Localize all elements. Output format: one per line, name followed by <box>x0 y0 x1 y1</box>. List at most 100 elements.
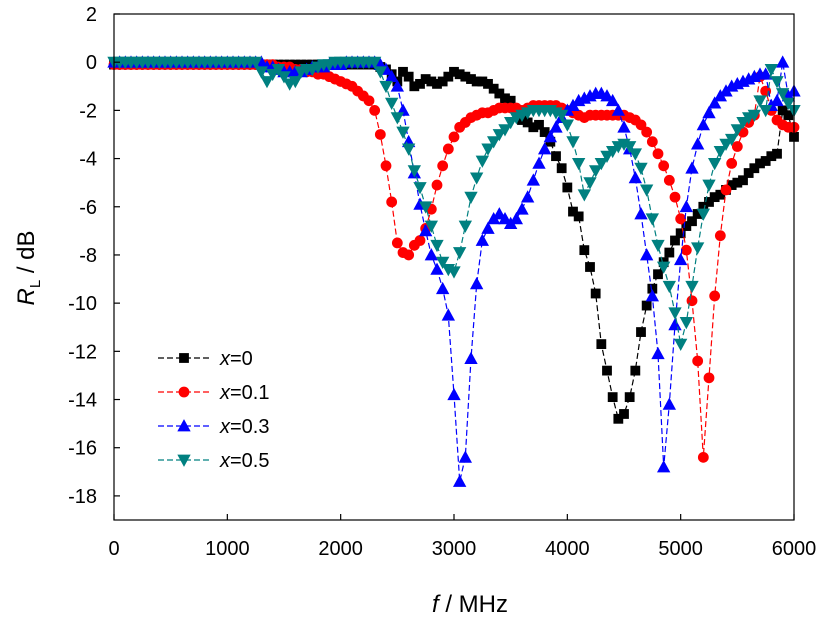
data-point <box>498 211 512 225</box>
data-point <box>664 247 675 258</box>
data-point <box>600 89 614 102</box>
data-point <box>641 126 653 138</box>
data-point <box>515 202 529 215</box>
data-point <box>758 104 773 118</box>
x-axis-label: f / MHz <box>432 591 508 618</box>
data-point <box>758 67 773 80</box>
data-point <box>447 387 461 401</box>
legend-marker <box>179 353 189 363</box>
data-point <box>431 179 443 191</box>
data-point <box>720 184 732 196</box>
data-point <box>634 207 648 220</box>
data-point <box>374 129 386 140</box>
data-point <box>503 117 518 130</box>
data-point <box>441 308 456 321</box>
data-point <box>401 143 416 156</box>
data-point <box>288 76 303 89</box>
data-point <box>639 184 654 197</box>
x-tick-label: 3000 <box>432 538 477 560</box>
legend-label-variable: x <box>219 450 231 472</box>
data-point <box>702 179 716 192</box>
data-point <box>414 235 426 246</box>
data-point <box>685 280 699 294</box>
y-tick-label: -4 <box>79 149 97 171</box>
data-point <box>407 165 422 178</box>
legend-marker <box>177 419 191 432</box>
y-tick-label: -16 <box>68 438 97 460</box>
y-tick-label: 2 <box>86 4 97 26</box>
data-point <box>254 66 269 79</box>
data-point <box>554 109 569 123</box>
data-point <box>636 327 646 337</box>
legend-entry: x=0.5 <box>158 450 269 472</box>
data-point <box>736 117 750 130</box>
data-point <box>418 201 433 214</box>
data-point <box>526 173 541 186</box>
data-point <box>585 262 595 272</box>
y-tick-label: -10 <box>68 293 97 315</box>
data-point <box>469 172 484 185</box>
data-point <box>692 355 704 367</box>
data-point <box>714 230 726 242</box>
data-point <box>668 307 682 320</box>
x-tick-label: 6000 <box>772 538 817 560</box>
axis-ticks: 0 1000 2000 3000 4000 5000 6000 2 0 -2 -4 -6 -8 -10 -1… <box>68 4 816 560</box>
x-tick-label: 1000 <box>205 538 250 560</box>
x-axis-label-variable: f <box>432 591 441 618</box>
legend-label: x=0 <box>219 348 253 370</box>
legend-entry: x=0 <box>158 348 253 370</box>
y-tick-label: -2 <box>79 100 97 122</box>
data-point <box>469 277 484 290</box>
data-point <box>594 157 609 171</box>
data-point <box>639 248 654 261</box>
data-point <box>543 130 558 143</box>
y-tick-label: -18 <box>68 486 97 508</box>
data-point <box>670 235 680 246</box>
y-tick-label: 0 <box>86 52 97 74</box>
series-3 <box>107 56 801 351</box>
data-point <box>611 103 626 116</box>
data-point <box>679 317 694 330</box>
data-point <box>607 392 618 403</box>
data-point <box>635 119 647 131</box>
data-point <box>390 112 405 125</box>
data-point <box>271 64 286 77</box>
data-point <box>430 262 444 275</box>
data-point <box>605 145 620 159</box>
data-point <box>675 213 687 225</box>
data-point <box>537 142 552 155</box>
data-point <box>641 300 652 311</box>
x-tick-label: 5000 <box>658 538 703 560</box>
data-point <box>435 256 450 270</box>
legend-entry: x=0.3 <box>158 416 269 438</box>
data-point <box>464 351 478 364</box>
data-point <box>687 216 697 227</box>
data-point <box>373 66 388 79</box>
data-point <box>442 143 454 155</box>
y-tick-label: -12 <box>68 341 97 363</box>
data-point <box>600 150 614 163</box>
data-point <box>747 109 762 123</box>
data-point <box>590 288 601 299</box>
data-point <box>645 289 660 302</box>
y-axis-label-unit: / dB <box>13 230 40 279</box>
data-point <box>770 93 784 107</box>
series-layer <box>107 55 801 487</box>
y-tick-label: -8 <box>79 245 97 267</box>
data-point <box>658 160 670 172</box>
data-point <box>651 346 665 360</box>
data-point <box>464 191 478 204</box>
y-tick-label: -6 <box>79 197 97 219</box>
data-point <box>675 228 686 239</box>
data-point <box>560 119 575 132</box>
data-point <box>424 248 439 261</box>
data-point <box>492 129 507 142</box>
legend-marker <box>178 386 190 398</box>
data-point <box>690 137 705 150</box>
data-point <box>562 182 573 193</box>
data-point <box>617 120 631 133</box>
data-point <box>630 365 641 376</box>
data-point <box>673 252 688 266</box>
data-point <box>573 211 584 222</box>
data-point <box>403 71 414 82</box>
